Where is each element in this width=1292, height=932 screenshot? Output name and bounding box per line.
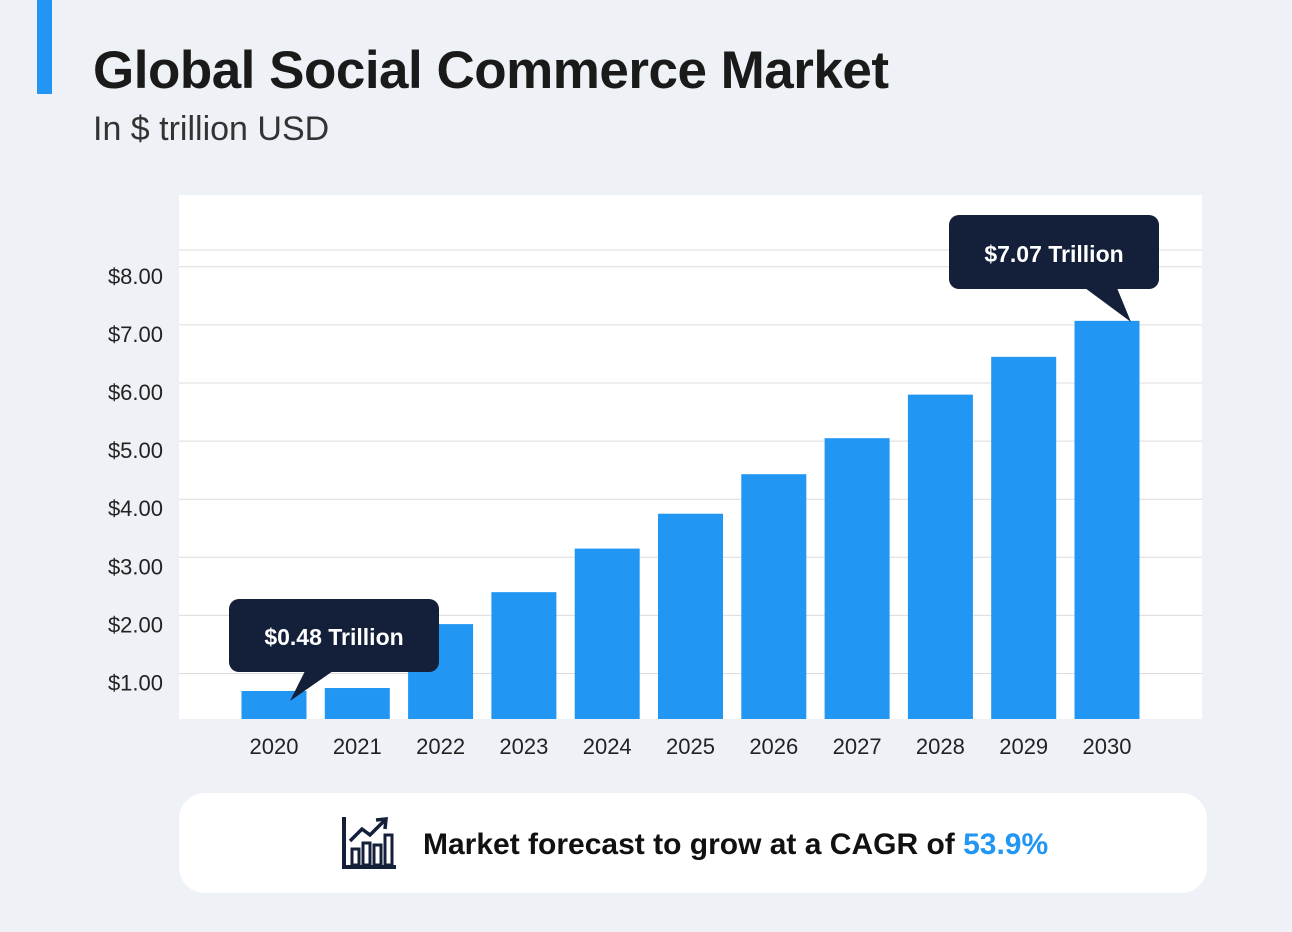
growth-chart-icon [342,817,396,869]
callout-label: $0.48 Trillion [264,624,403,650]
y-tick-label: $5.00 [108,438,163,463]
y-tick-label: $2.00 [108,612,163,637]
x-tick-label: 2022 [416,734,465,759]
x-tick-label: 2020 [250,734,299,759]
x-tick-label: 2026 [749,734,798,759]
bar-2021 [324,688,390,719]
x-tick-label: 2030 [1083,734,1132,759]
x-tick-label: 2021 [333,734,382,759]
cagr-text: Market forecast to grow at a CAGR of [423,828,964,861]
callouts: $0.48 Trillion $7.07 Trillion [229,215,1159,701]
y-tick-label: $1.00 [108,671,163,696]
x-tick-label: 2027 [833,734,882,759]
y-tick-label: $8.00 [108,264,163,289]
x-tick-label: 2028 [916,734,965,759]
y-tick-label: $7.00 [108,322,163,347]
bar-2024 [574,548,640,719]
cagr-value: 53.9% [963,828,1049,861]
y-tick-label: $6.00 [108,380,163,405]
callout-2030: $7.07 Trillion [949,215,1159,322]
y-tick-label: $4.00 [108,496,163,521]
chart-title: Global Social Commerce Market [93,41,889,100]
bar-2027 [824,438,890,719]
x-tick-label: 2024 [583,734,632,759]
callout-2020: $0.48 Trillion [229,599,439,701]
callout-label: $7.07 Trillion [984,241,1123,267]
bar-2026 [741,474,807,719]
accent-bar [37,0,52,94]
x-tick-label: 2023 [499,734,548,759]
cagr-card [179,793,1207,893]
y-axis-ticks: $1.00 $2.00 $3.00 $4.00 $5.00 $6.00 $7.00 $8.00 [108,264,163,696]
bar-2023 [491,592,557,719]
cagr-statement: Market forecast to grow at a CAGR of 53.… [423,828,1048,862]
bar-2025 [658,513,723,719]
bars [241,320,1140,719]
bar-2028 [907,394,973,719]
x-tick-label: 2025 [666,734,715,759]
x-axis-ticks: 2020 2021 2022 2023 2024 2025 2026 2027 2028 2029… [250,734,1132,759]
chart-subtitle: In $ trillion USD [93,110,330,148]
y-tick-label: $3.00 [108,554,163,579]
x-tick-label: 2029 [999,734,1048,759]
bar-2030 [1074,320,1140,719]
bar-2029 [991,356,1057,719]
